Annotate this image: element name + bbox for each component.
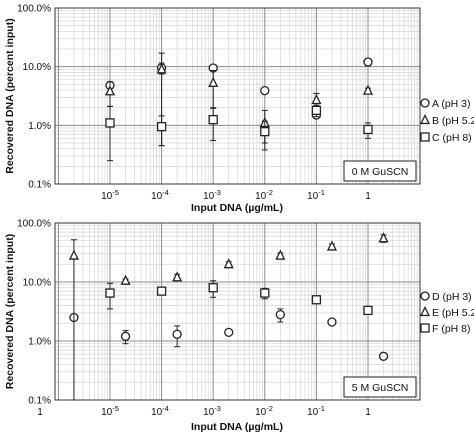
- data-point: [156, 286, 167, 296]
- plot-frame: [54, 222, 421, 401]
- data-point: [156, 121, 167, 132]
- data-point: [156, 63, 167, 74]
- data-point: [172, 271, 183, 282]
- x-axis-label: Input DNA (µg/mL): [191, 202, 283, 214]
- legend-label: E (pH 5.2): [432, 307, 474, 319]
- annotation-label: 0 M GuSCN: [352, 166, 409, 178]
- data-point: [327, 317, 337, 327]
- data-point: [363, 57, 373, 67]
- x-tick-label: 1: [365, 407, 371, 418]
- y-axis-label: Recovered DNA (percent input): [4, 234, 16, 389]
- x-tick-label: 10-5: [101, 188, 119, 202]
- x-tick-label: 10-3: [203, 188, 221, 202]
- legend-marker: [420, 98, 430, 108]
- y-tick-label: 10.0%: [23, 278, 51, 289]
- x-tick-label: 10-2: [255, 404, 273, 418]
- legend-label: B (pH 5.2): [432, 115, 474, 127]
- data-point: [105, 118, 115, 128]
- data-point: [104, 85, 116, 96]
- legend-label: C (pH 8): [432, 132, 472, 144]
- legend-marker: [420, 132, 430, 142]
- data-point: [208, 76, 219, 87]
- legend-marker: [420, 323, 430, 333]
- data-point: [260, 288, 270, 298]
- data-point: [223, 258, 234, 269]
- legend: A (pH 3) B (pH 5.2) C (pH 8): [419, 98, 474, 144]
- legend-marker: [420, 291, 430, 301]
- x-tick-label: 1: [365, 191, 371, 202]
- data-point: [172, 329, 182, 339]
- legend: D (pH 3) E (pH 5.2) F (pH 8): [419, 291, 474, 335]
- y-tick-label: 1.0%: [28, 121, 51, 132]
- series-square: [105, 104, 373, 162]
- legend-label: D (pH 3): [432, 291, 472, 303]
- data-point: [208, 283, 218, 293]
- series-square: [105, 280, 373, 316]
- x-tick-label: 10-4: [151, 404, 169, 418]
- plot-frame: [54, 7, 421, 185]
- data-point: [363, 124, 373, 135]
- x-tick-label: 10-2: [255, 188, 273, 202]
- data-point: [208, 114, 218, 125]
- y-tick-label: 0.1%: [28, 396, 51, 407]
- data-point: [275, 309, 285, 320]
- y-axis-label: Recovered DNA (percent input): [4, 18, 16, 173]
- data-point: [120, 331, 131, 341]
- y-tick-label: 100.0%: [17, 219, 51, 230]
- gridlines: [55, 222, 420, 401]
- legend-label: F (pH 8): [432, 323, 471, 335]
- y-tick-label: 100.0%: [17, 4, 51, 15]
- data-point: [378, 351, 389, 361]
- x-tick-label: 10-1: [307, 188, 325, 202]
- data-point: [378, 232, 389, 243]
- chart-panel-2: 0.1% 1.0% 10.0% 100.0% 1 10-5 10-4 10-3 10-2 10-1…: [4, 219, 474, 433]
- data-point: [105, 288, 115, 298]
- chart-panel-1: 0.1% 1.0% 10.0% 100.0% 10-5 10-4 10-3 10-2 10-1 1…: [4, 4, 474, 215]
- data-point: [68, 249, 79, 260]
- data-point: [311, 93, 322, 105]
- x-tick-label: 1: [37, 407, 43, 418]
- data-point: [362, 84, 374, 95]
- legend-label: A (pH 3): [432, 98, 471, 110]
- x-axis-label: Input DNA (µg/mL): [191, 421, 283, 433]
- y-tick-label: 1.0%: [28, 337, 51, 348]
- data-point: [311, 295, 322, 305]
- series-triangle: [68, 232, 389, 401]
- y-tick-label: 10.0%: [23, 62, 51, 73]
- data-point: [224, 327, 234, 338]
- annotation-box: [343, 160, 417, 182]
- data-point: [326, 240, 337, 251]
- x-tick-label: 10-1: [307, 404, 325, 418]
- y-tick-label: 0.1%: [28, 180, 51, 191]
- legend-marker: [419, 113, 431, 125]
- data-point: [275, 249, 286, 260]
- annotation-label: 5 M GuSCN: [352, 382, 409, 394]
- legend-marker: [419, 305, 431, 317]
- data-point: [311, 105, 322, 116]
- x-tick-label: 10-3: [203, 404, 221, 418]
- x-tick-label: 10-5: [101, 404, 119, 418]
- data-point: [260, 86, 270, 96]
- data-point: [260, 127, 270, 137]
- x-tick-label: 10-4: [151, 188, 169, 202]
- data-point: [120, 274, 131, 285]
- annotation-box: [343, 376, 417, 398]
- data-point: [363, 305, 373, 316]
